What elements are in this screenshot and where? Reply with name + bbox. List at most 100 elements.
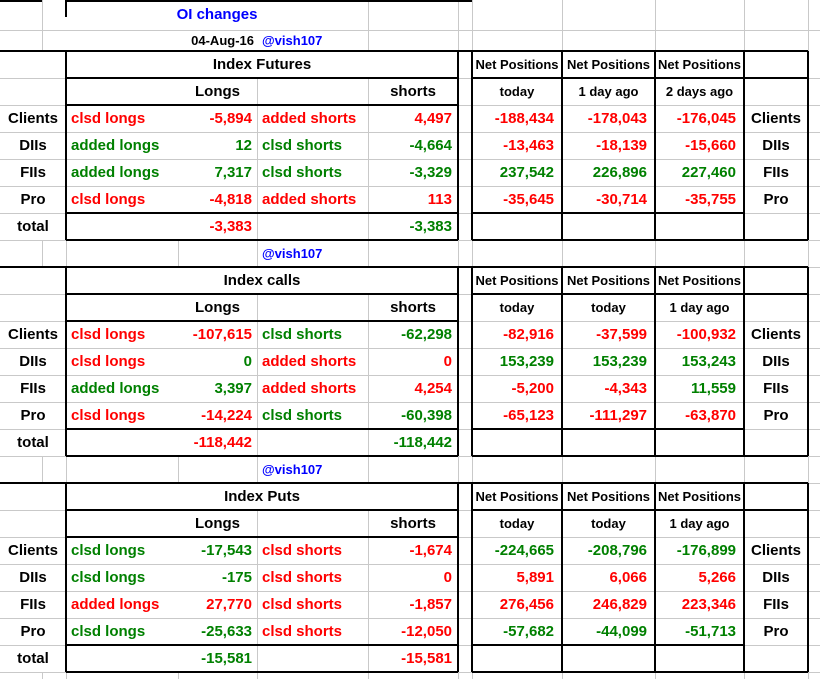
index-futures-clients-shorts-action-cell[interactable]: added shorts <box>262 110 357 127</box>
index-puts-fiis-shorts-value-cell[interactable]: -1,857 <box>409 596 452 613</box>
index-puts-diis-longs-value-cell[interactable]: -175 <box>221 569 252 586</box>
index-puts-pro-shorts-action-cell[interactable]: clsd shorts <box>262 623 343 640</box>
index-calls-diis-np-1-cell[interactable]: 153,239 <box>592 353 647 370</box>
index-calls-diis-shorts-value-cell[interactable]: 0 <box>443 353 452 370</box>
index-calls-np-header-1-cell[interactable]: Net Positions <box>566 273 651 288</box>
index-calls-clients-np-0-cell[interactable]: -82,916 <box>503 326 554 343</box>
index-futures-diis-right-label-cell[interactable]: DIIs <box>762 137 790 154</box>
index-futures-clients-right-label-cell[interactable]: Clients <box>750 110 801 127</box>
index-futures-fiis-shorts-action-cell[interactable]: clsd shorts <box>262 164 343 181</box>
index-futures-clients-np-1-cell[interactable]: -178,043 <box>587 110 647 127</box>
index-puts-np-header-1-cell[interactable]: Net Positions <box>566 489 651 504</box>
index-futures-diis-np-1-cell[interactable]: -18,139 <box>596 137 647 154</box>
index-puts-clients-shorts-value-cell[interactable]: -1,674 <box>409 542 452 559</box>
index-calls-np-header-2-cell[interactable]: Net Positions <box>657 273 742 288</box>
index-puts-pro-longs-value-cell[interactable]: -25,633 <box>201 623 252 640</box>
date-cell[interactable]: 04-Aug-16 <box>191 33 254 48</box>
index-puts-diis-np-0-cell[interactable]: 5,891 <box>516 569 554 586</box>
index-calls-pro-np-0-cell[interactable]: -65,123 <box>503 407 554 424</box>
index-puts-diis-shorts-action-cell[interactable]: clsd shorts <box>262 569 343 586</box>
index-futures-clients-shorts-value-cell[interactable]: 4,497 <box>414 110 452 127</box>
index-calls-diis-label-cell[interactable]: DIIs <box>19 353 47 370</box>
index-puts-fiis-shorts-action-cell[interactable]: clsd shorts <box>262 596 343 613</box>
index-calls-diis-shorts-action-cell[interactable]: added shorts <box>262 353 357 370</box>
index-futures-total-label-cell[interactable]: total <box>17 218 49 235</box>
index-futures-clients-np-2-cell[interactable]: -176,045 <box>676 110 736 127</box>
index-calls-total-shorts-cell[interactable]: -118,442 <box>393 434 452 451</box>
index-puts-diis-np-2-cell[interactable]: 5,266 <box>698 569 736 586</box>
index-futures-total-shorts-cell[interactable]: -3,383 <box>409 218 452 235</box>
index-puts-pro-shorts-value-cell[interactable]: -12,050 <box>401 623 452 640</box>
index-calls-pro-shorts-value-cell[interactable]: -60,398 <box>401 407 452 424</box>
index-puts-diis-longs-action-cell[interactable]: clsd longs <box>71 569 146 586</box>
index-puts-np-header-0-cell[interactable]: Net Positions <box>475 489 559 504</box>
index-calls-separator-handle-cell[interactable]: @vish107 <box>262 246 323 261</box>
index-calls-pro-np-2-cell[interactable]: -63,870 <box>685 407 736 424</box>
index-calls-diis-np-0-cell[interactable]: 153,239 <box>499 353 554 370</box>
index-calls-title-cell[interactable]: Index calls <box>223 272 301 289</box>
index-calls-fiis-label-cell[interactable]: FIIs <box>20 380 46 397</box>
index-futures-diis-longs-action-cell[interactable]: added longs <box>71 137 160 154</box>
index-puts-fiis-np-0-cell[interactable]: 276,456 <box>499 596 554 613</box>
index-puts-total-label-cell[interactable]: total <box>17 650 49 667</box>
index-calls-diis-longs-action-cell[interactable]: clsd longs <box>71 353 146 370</box>
index-calls-fiis-right-label-cell[interactable]: FIIs <box>763 380 789 397</box>
index-calls-diis-longs-value-cell[interactable]: 0 <box>243 353 252 370</box>
index-puts-fiis-np-1-cell[interactable]: 246,829 <box>592 596 647 613</box>
index-puts-pro-label-cell[interactable]: Pro <box>20 623 46 640</box>
index-puts-total-shorts-cell[interactable]: -15,581 <box>401 650 452 667</box>
index-futures-np-subheader-1-cell[interactable]: 1 day ago <box>578 84 639 99</box>
index-calls-clients-np-1-cell[interactable]: -37,599 <box>596 326 647 343</box>
index-puts-fiis-longs-action-cell[interactable]: added longs <box>71 596 160 613</box>
index-futures-diis-shorts-value-cell[interactable]: -4,664 <box>409 137 452 154</box>
index-calls-pro-shorts-action-cell[interactable]: clsd shorts <box>262 407 343 424</box>
index-futures-pro-np-1-cell[interactable]: -30,714 <box>596 191 647 208</box>
index-futures-fiis-longs-value-cell[interactable]: 7,317 <box>214 164 252 181</box>
index-futures-clients-label-cell[interactable]: Clients <box>7 110 58 127</box>
index-futures-shorts-header-cell[interactable]: shorts <box>390 83 436 100</box>
index-calls-np-subheader-2-cell[interactable]: 1 day ago <box>669 300 730 315</box>
index-calls-total-label-cell[interactable]: total <box>17 434 49 451</box>
index-calls-fiis-shorts-action-cell[interactable]: added shorts <box>262 380 357 397</box>
index-puts-title-cell[interactable]: Index Puts <box>224 488 300 505</box>
index-calls-total-longs-cell[interactable]: -118,442 <box>193 434 252 451</box>
index-puts-separator-handle-cell[interactable]: @vish107 <box>262 462 323 477</box>
index-futures-pro-shorts-value-cell[interactable]: 113 <box>427 191 452 208</box>
index-calls-fiis-longs-value-cell[interactable]: 3,397 <box>214 380 252 397</box>
index-futures-diis-longs-value-cell[interactable]: 12 <box>235 137 252 154</box>
index-puts-clients-np-1-cell[interactable]: -208,796 <box>587 542 647 559</box>
index-calls-fiis-shorts-value-cell[interactable]: 4,254 <box>414 380 452 397</box>
index-puts-clients-np-2-cell[interactable]: -176,899 <box>676 542 736 559</box>
index-calls-fiis-longs-action-cell[interactable]: added longs <box>71 380 160 397</box>
index-futures-np-subheader-2-cell[interactable]: 2 days ago <box>665 84 734 99</box>
index-futures-fiis-right-label-cell[interactable]: FIIs <box>763 164 789 181</box>
index-puts-clients-longs-value-cell[interactable]: -17,543 <box>201 542 252 559</box>
index-futures-pro-shorts-action-cell[interactable]: added shorts <box>262 191 357 208</box>
index-futures-fiis-np-1-cell[interactable]: 226,896 <box>592 164 647 181</box>
index-futures-total-longs-cell[interactable]: -3,383 <box>209 218 252 235</box>
index-calls-pro-np-1-cell[interactable]: -111,297 <box>589 407 647 424</box>
index-calls-pro-longs-action-cell[interactable]: clsd longs <box>71 407 146 424</box>
index-futures-diis-np-2-cell[interactable]: -15,660 <box>685 137 736 154</box>
index-futures-np-header-0-cell[interactable]: Net Positions <box>475 57 559 72</box>
index-calls-clients-shorts-value-cell[interactable]: -62,298 <box>401 326 452 343</box>
index-futures-diis-label-cell[interactable]: DIIs <box>19 137 47 154</box>
index-puts-np-subheader-2-cell[interactable]: 1 day ago <box>669 516 730 531</box>
index-puts-fiis-label-cell[interactable]: FIIs <box>20 596 46 613</box>
index-futures-fiis-label-cell[interactable]: FIIs <box>20 164 46 181</box>
index-futures-pro-np-0-cell[interactable]: -35,645 <box>503 191 554 208</box>
index-calls-clients-shorts-action-cell[interactable]: clsd shorts <box>262 326 343 343</box>
index-calls-fiis-np-0-cell[interactable]: -5,200 <box>511 380 554 397</box>
index-futures-clients-longs-action-cell[interactable]: clsd longs <box>71 110 146 127</box>
index-futures-clients-longs-value-cell[interactable]: -5,894 <box>209 110 252 127</box>
index-puts-fiis-right-label-cell[interactable]: FIIs <box>763 596 789 613</box>
index-puts-pro-np-1-cell[interactable]: -44,099 <box>596 623 647 640</box>
index-futures-diis-shorts-action-cell[interactable]: clsd shorts <box>262 137 343 154</box>
index-calls-clients-label-cell[interactable]: Clients <box>7 326 58 343</box>
index-puts-pro-np-0-cell[interactable]: -57,682 <box>503 623 554 640</box>
index-calls-clients-longs-action-cell[interactable]: clsd longs <box>71 326 146 343</box>
index-calls-clients-right-label-cell[interactable]: Clients <box>750 326 801 343</box>
index-puts-clients-np-0-cell[interactable]: -224,665 <box>494 542 554 559</box>
index-puts-clients-right-label-cell[interactable]: Clients <box>750 542 801 559</box>
index-calls-shorts-header-cell[interactable]: shorts <box>390 299 436 316</box>
